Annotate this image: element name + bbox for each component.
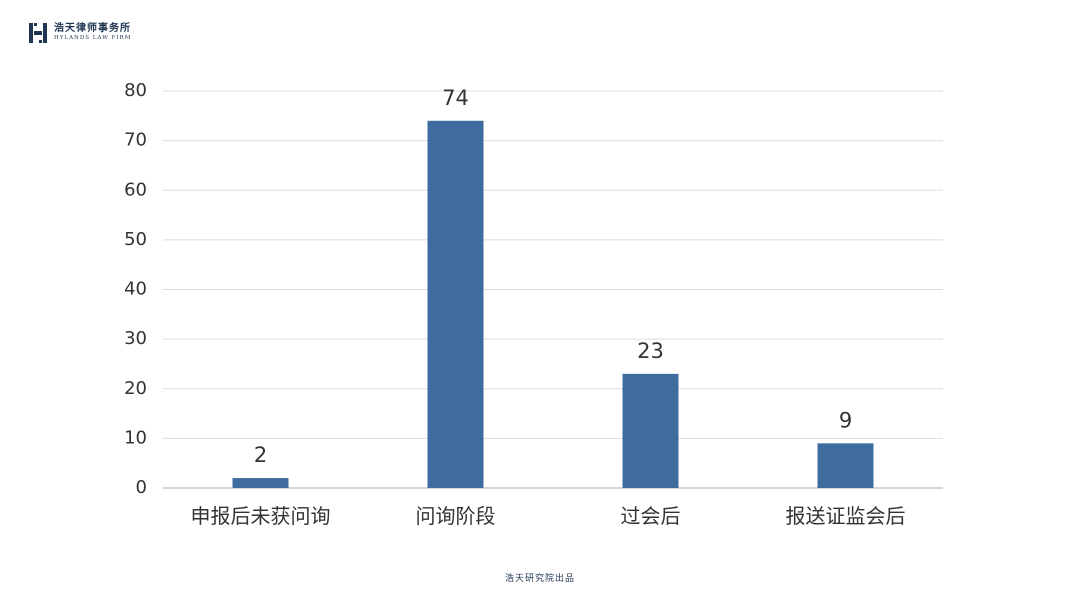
footer-credit: 浩天研究院出品 <box>504 574 575 584</box>
y-tick-label: 70 <box>124 130 147 151</box>
bar-value-label: 2 <box>254 443 267 467</box>
y-tick-label: 50 <box>124 229 147 250</box>
bar-value-label: 23 <box>637 339 664 363</box>
brand-name-cn: 浩天律师事务所 <box>54 23 131 35</box>
brand-logo: 浩天律师事务所 HYLANDS LAW FIRM <box>28 22 131 44</box>
bar <box>817 443 874 488</box>
y-tick-label: 10 <box>124 427 147 448</box>
x-category-label: 问询阶段 <box>416 504 496 528</box>
y-tick-label: 80 <box>124 80 147 101</box>
bar <box>427 120 484 489</box>
brand-name-en: HYLANDS LAW FIRM <box>54 35 132 42</box>
hylands-logo-icon <box>28 22 48 44</box>
bar <box>232 478 289 488</box>
x-category-label: 申报后未获问询 <box>191 504 331 528</box>
y-tick-label: 40 <box>124 279 147 300</box>
y-tick-label: 30 <box>124 328 147 349</box>
bar-value-label: 9 <box>839 408 852 432</box>
x-category-label: 过会后 <box>621 504 681 528</box>
bar-chart: 0 10 20 30 40 50 60 70 80 2 申报后未获问询 74 问询阶段 23 过会后 9 报送证… <box>124 80 943 528</box>
y-tick-label: 20 <box>124 378 147 399</box>
bar-value-label: 74 <box>442 86 469 110</box>
y-tick-label: 60 <box>124 179 147 200</box>
bar <box>622 373 679 488</box>
y-tick-label: 0 <box>136 477 147 498</box>
x-category-label: 报送证监会后 <box>786 504 906 528</box>
